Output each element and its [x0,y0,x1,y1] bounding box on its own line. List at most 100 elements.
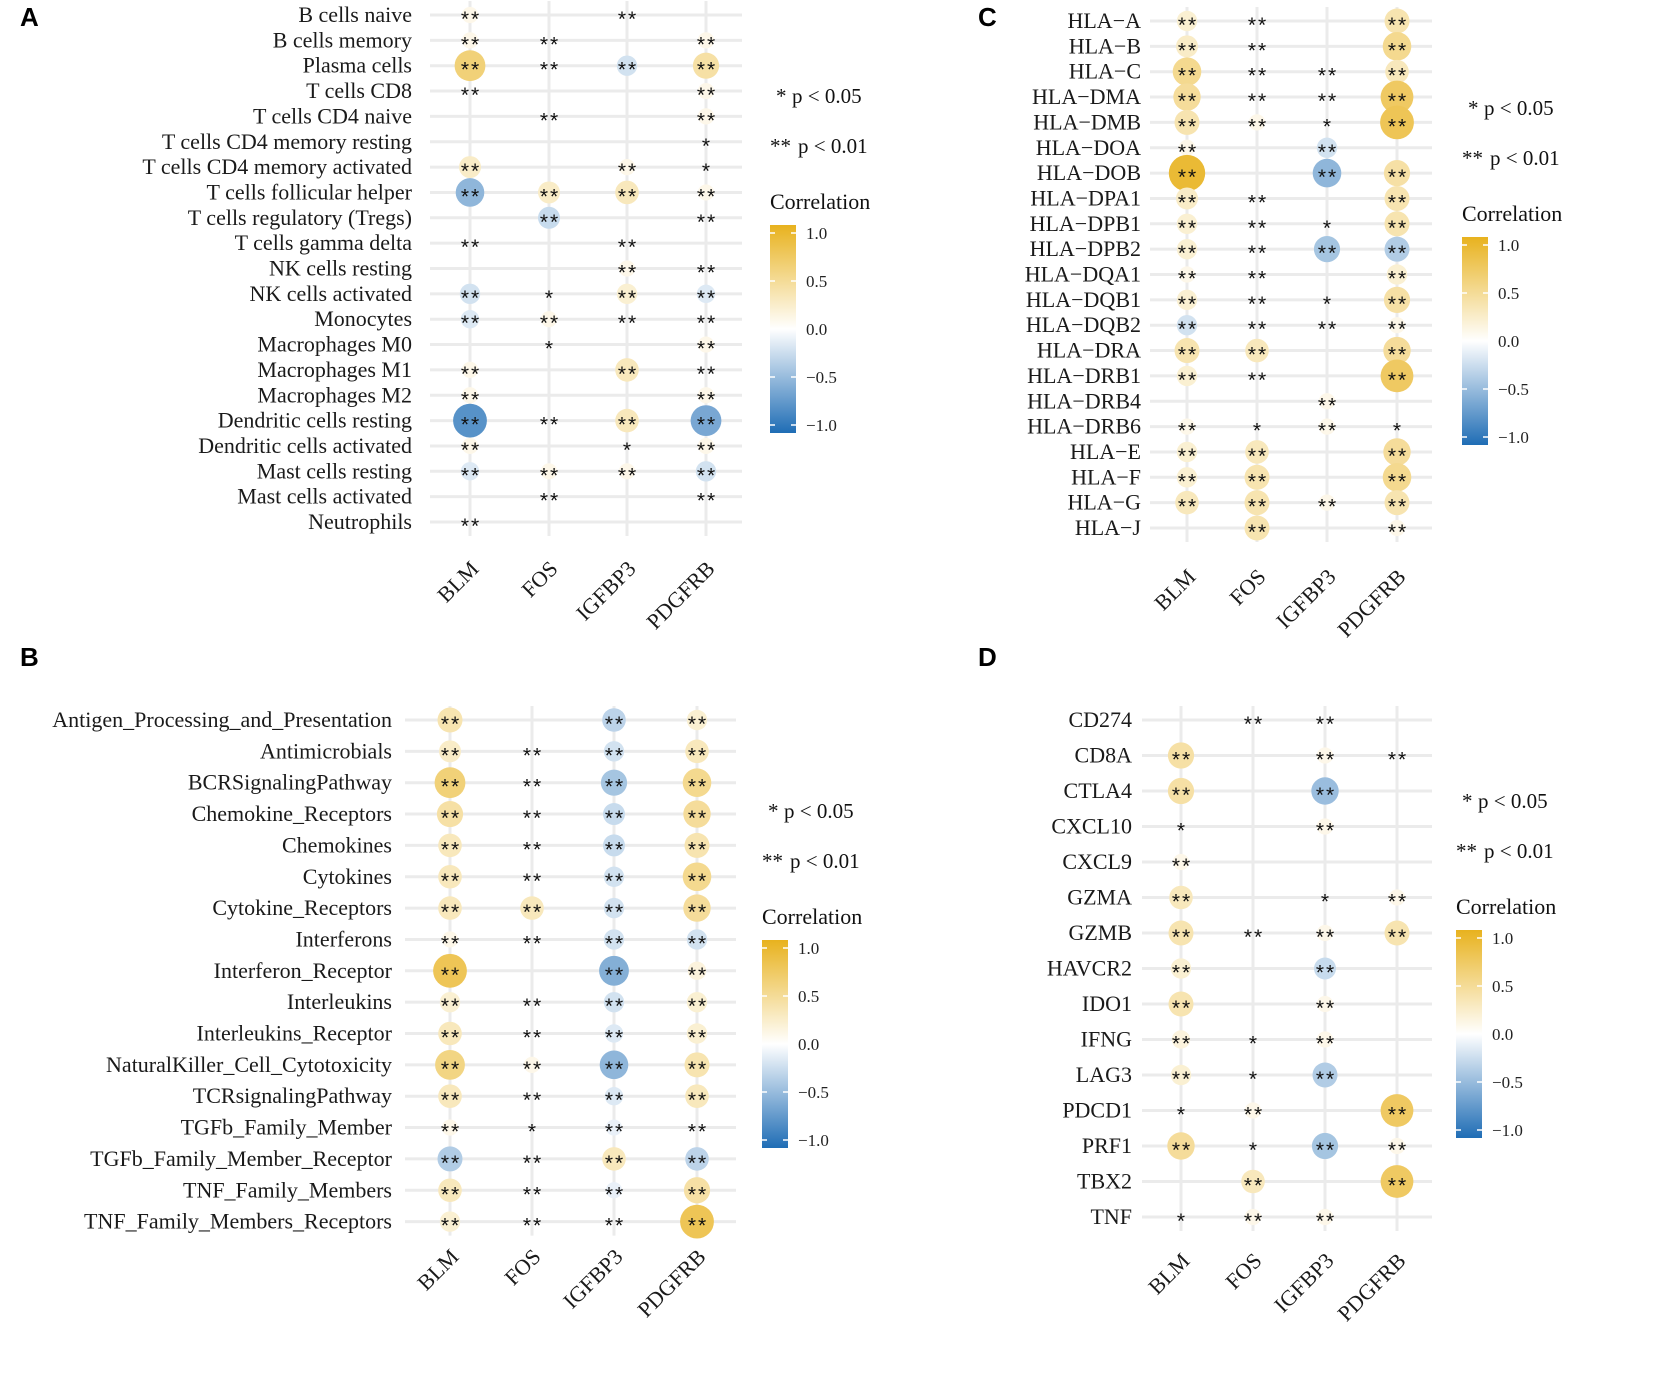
correlation-dot [453,403,487,438]
significance-mark: ** [1388,293,1408,316]
significance-mark: ** [605,870,625,893]
correlation-dot [1386,264,1408,285]
legend-b: * p < 0.05 ** p < 0.01 Correlation 1.0 0.5 0.0 −… [762,799,862,1150]
correlation-dot [1311,1132,1339,1160]
row-label: Interleukins [287,989,392,1014]
correlation-dot [1168,154,1206,192]
panel-b: B Antigen_Processing_and_Presentation Anti… [20,642,736,1322]
correlation-dot [616,55,638,76]
correlation-dot [1388,889,1406,906]
legend-d: * p < 0.05 ** p < 0.01 Correlation 1.0 0.5 0.0 −… [1456,789,1556,1140]
significance-mark: ** [1388,1139,1408,1162]
correlation-dot [1382,32,1412,61]
significance-mark: ** [618,414,638,437]
correlation-dot [460,462,480,481]
significance-mark: ** [523,932,543,955]
correlation-dot [1174,338,1200,364]
significance-mark: ** [540,33,560,56]
row-label: TNF_Family_Members_Receptors [84,1209,392,1234]
significance-mark: ** [605,995,625,1018]
correlation-dot [438,864,462,889]
significance-mark: ** [1178,420,1198,443]
significance-mark: ** [523,838,543,861]
significance-mark: ** [618,363,638,386]
row-label: Antigen_Processing_and_Presentation [52,707,392,732]
significance-mark: ** [697,185,717,208]
row-label: HLA−DMB [1033,109,1141,134]
correlation-dot [1316,137,1338,158]
significance-mark: ** [688,932,708,955]
correlation-dot [602,1147,626,1171]
colorbar-tick-label: −1.0 [1492,1121,1523,1140]
correlation-dot [1318,393,1336,410]
correlation-dot [460,310,480,329]
correlation-dot [1178,418,1196,435]
correlation-dot [1176,315,1198,336]
correlation-dot [603,866,625,887]
significance-mark: * [702,135,712,158]
row-label: T cells CD4 naive [253,103,412,128]
significance-mark: ** [1172,926,1192,949]
correlation-dot [1384,236,1410,262]
significance-mark: ** [441,932,461,955]
correlation-dot [1178,139,1196,156]
correlation-dot [1178,266,1196,283]
correlation-dot [1380,105,1414,140]
column-label: PDGFRB [632,1244,710,1322]
significance-mark: ** [688,870,708,893]
significance-mark: ** [605,1027,625,1050]
significance-mark: * [545,287,555,310]
significance-mark: ** [1388,891,1408,914]
significance-mark: ** [688,995,708,1018]
significance-mark: ** [1316,1033,1336,1056]
correlation-dot [1167,1132,1195,1160]
correlation-dot [615,408,639,433]
row-label: HLA−DPB2 [1030,236,1141,261]
column-label: FOS [516,556,562,602]
significance-mark: ** [441,807,461,830]
correlation-dot [690,405,722,436]
significance-mark: ** [688,776,708,799]
significance-mark: ** [618,312,638,335]
row-label: HLA−DPA1 [1030,185,1141,210]
significance-mark: ** [1318,166,1338,189]
panel-letter: B [20,642,39,672]
correlation-dot [683,800,711,828]
significance-mark: ** [523,776,543,799]
correlation-dot [1316,1031,1334,1048]
significance-mark: ** [697,33,717,56]
row-label: Neutrophils [308,509,412,534]
significance-mark: ** [697,338,717,361]
correlation-dot [1316,818,1334,835]
correlation-dot [437,707,463,733]
colorbar-tick-label: −1.0 [798,1131,829,1150]
correlation-dot [1176,289,1198,311]
significance-mark: ** [697,464,717,487]
significance-mark: ** [1172,1139,1192,1162]
correlation-dot [461,32,479,49]
significance-mark: * [1177,1210,1187,1233]
column-label: IGFBP3 [571,556,641,626]
legend-sig2-stars: ** [1462,146,1483,170]
row-label: Interferon_Receptor [214,958,393,983]
row-label: HLA−J [1075,515,1142,540]
correlation-dot [604,1024,624,1043]
significance-mark: * [1249,1033,1259,1056]
correlation-dot [1384,211,1410,237]
legend-sig1-text: p < 0.05 [784,799,854,823]
significance-mark: ** [441,1027,461,1050]
significance-mark: ** [1248,39,1268,62]
correlation-dot [1245,338,1269,363]
correlation-dot [686,929,708,950]
significance-mark: ** [461,312,481,335]
row-label: TCRsignalingPathway [193,1083,392,1108]
significance-mark: ** [605,901,625,924]
column-label: BLM [412,1244,463,1295]
significance-mark: ** [1172,749,1192,772]
significance-mark: ** [441,1121,461,1144]
row-label: HLA−DRB4 [1027,388,1141,413]
correlation-dot [604,1087,624,1106]
colorbar-tick-label: 1.0 [806,224,827,243]
row-label: HLA−DMA [1032,84,1141,109]
correlation-dot [1176,467,1198,488]
